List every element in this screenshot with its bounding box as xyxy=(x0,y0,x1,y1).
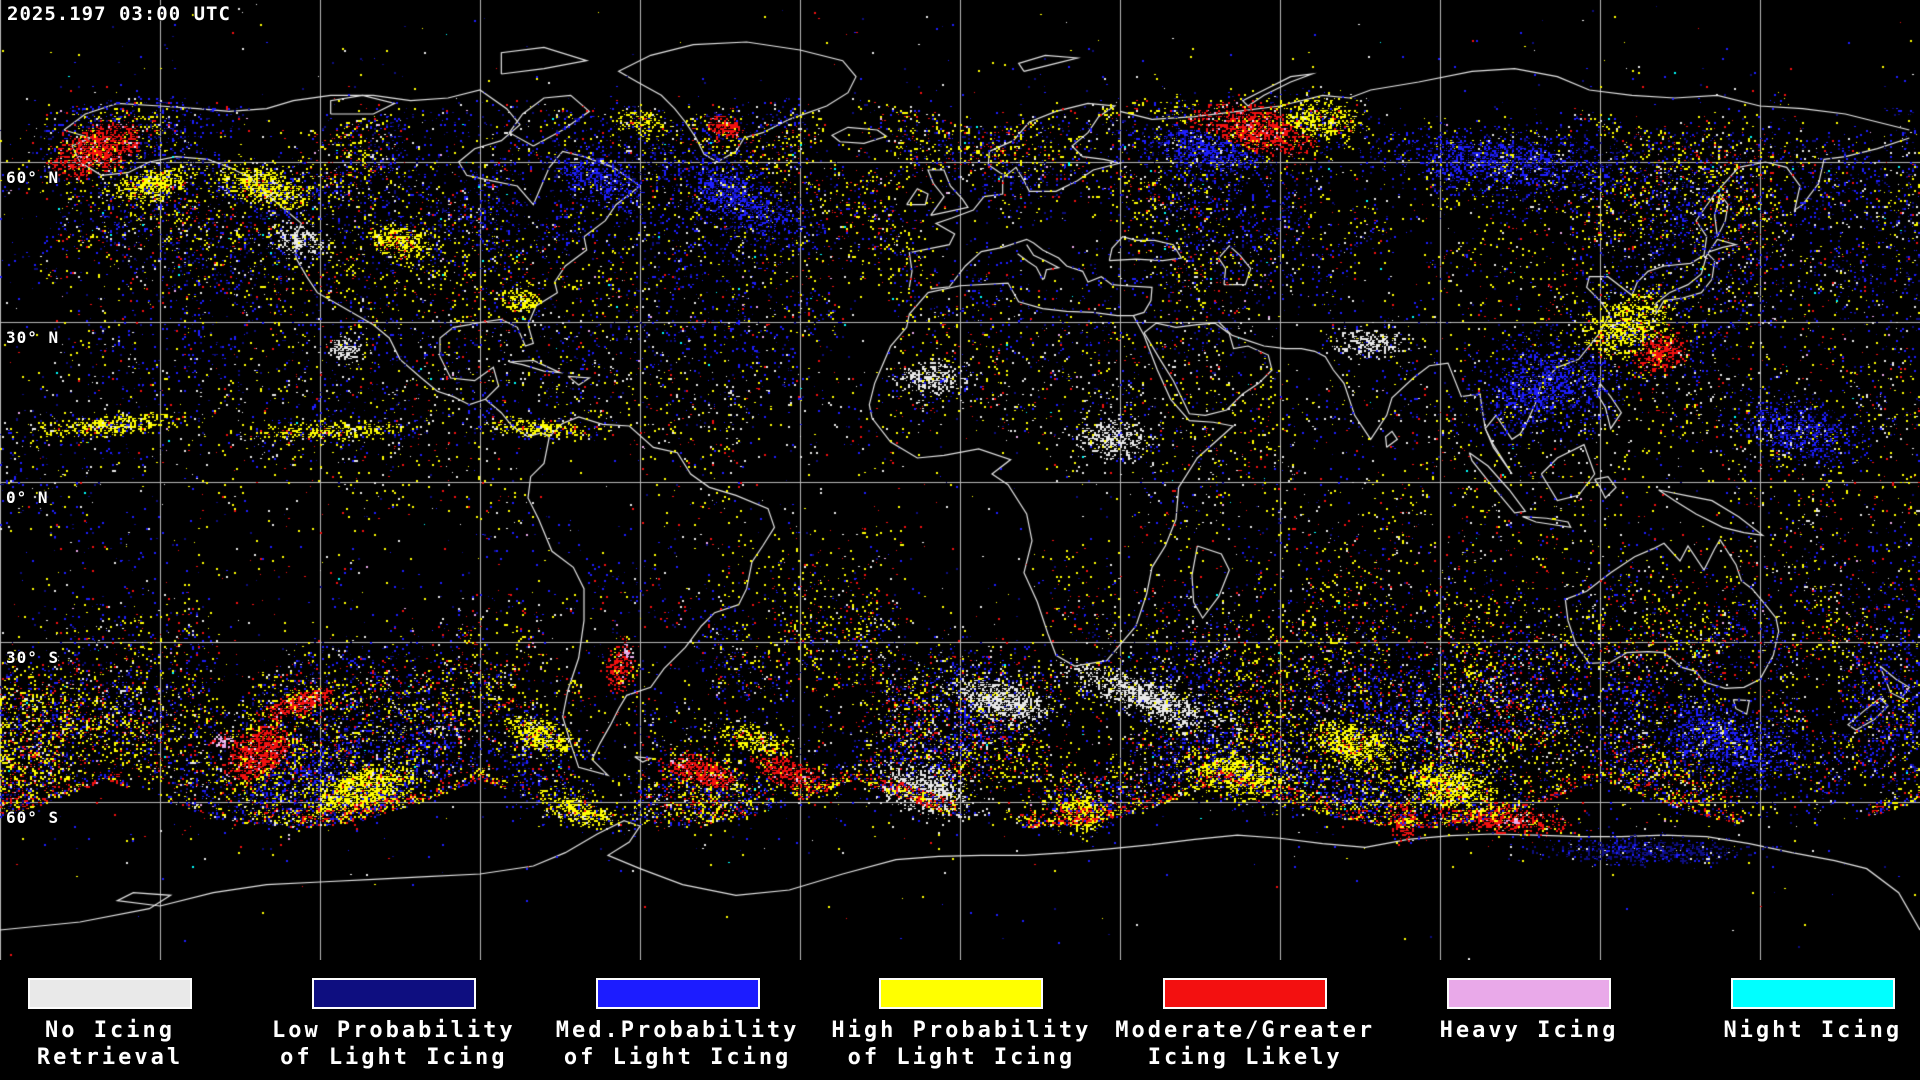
legend-label-med-prob-light-icing: Med.Probability of Light Icing xyxy=(536,1017,820,1071)
legend-label-no-icing-retrieval: No Icing Retrieval xyxy=(0,1017,252,1071)
legend-item-high-prob-light-icing: High Probability of Light Icing xyxy=(819,978,1103,1071)
legend-swatch-no-icing-retrieval xyxy=(28,978,192,1009)
legend-item-heavy-icing: Heavy Icing xyxy=(1387,978,1671,1044)
legend-item-moderate-greater-icing: Moderate/Greater Icing Likely xyxy=(1103,978,1387,1071)
legend-item-low-prob-light-icing: Low Probability of Light Icing xyxy=(252,978,536,1071)
legend-label-line: of Light Icing xyxy=(563,1045,792,1070)
legend-swatch-heavy-icing xyxy=(1447,978,1611,1009)
legend-label-line: Night Icing xyxy=(1723,1018,1903,1043)
legend-label-high-prob-light-icing: High Probability of Light Icing xyxy=(819,1017,1103,1071)
legend-label-line: No Icing xyxy=(45,1018,175,1043)
legend-swatch-low-prob-light-icing xyxy=(311,978,476,1009)
legend-label-night-icing: Night Icing xyxy=(1671,1017,1920,1044)
legend-label-low-prob-light-icing: Low Probability of Light Icing xyxy=(252,1017,536,1071)
legend-swatch-high-prob-light-icing xyxy=(879,978,1044,1009)
latitude-label: 60° S xyxy=(6,808,60,827)
latitude-label: 60° N xyxy=(6,168,60,187)
legend-swatch-med-prob-light-icing xyxy=(595,978,760,1009)
legend-label-line: of Light Icing xyxy=(847,1045,1076,1070)
legend-label-line: Med.Probability xyxy=(555,1018,800,1043)
legend-label-line: High Probability xyxy=(831,1018,1092,1043)
legend-item-no-icing-retrieval: No Icing Retrieval xyxy=(0,978,252,1071)
legend-item-med-prob-light-icing: Med.Probability of Light Icing xyxy=(536,978,820,1071)
latitude-label: 30° S xyxy=(6,648,60,667)
legend-label-line: Icing Likely xyxy=(1147,1045,1343,1070)
legend-label-line: Heavy Icing xyxy=(1439,1018,1619,1043)
legend-label-line: Retrieval xyxy=(36,1045,184,1070)
legend-label-moderate-greater-icing: Moderate/Greater Icing Likely xyxy=(1103,1017,1387,1071)
legend-item-night-icing: Night Icing xyxy=(1671,978,1920,1044)
legend-swatch-night-icing xyxy=(1730,978,1895,1009)
legend-swatch-moderate-greater-icing xyxy=(1163,978,1328,1009)
latitude-label: 30° N xyxy=(6,328,60,347)
legend-label-line: of Light Icing xyxy=(280,1045,508,1070)
latitude-label: 0° N xyxy=(6,488,49,507)
timestamp-label: 2025.197 03:00 UTC xyxy=(7,3,231,25)
legend-label-line: Low Probability xyxy=(271,1018,516,1043)
legend-label-heavy-icing: Heavy Icing xyxy=(1387,1017,1671,1044)
legend: No Icing Retrieval Low Probability of Light… xyxy=(0,960,1920,1080)
global-icing-map xyxy=(0,0,1920,960)
legend-label-line: Moderate/Greater xyxy=(1115,1018,1376,1043)
